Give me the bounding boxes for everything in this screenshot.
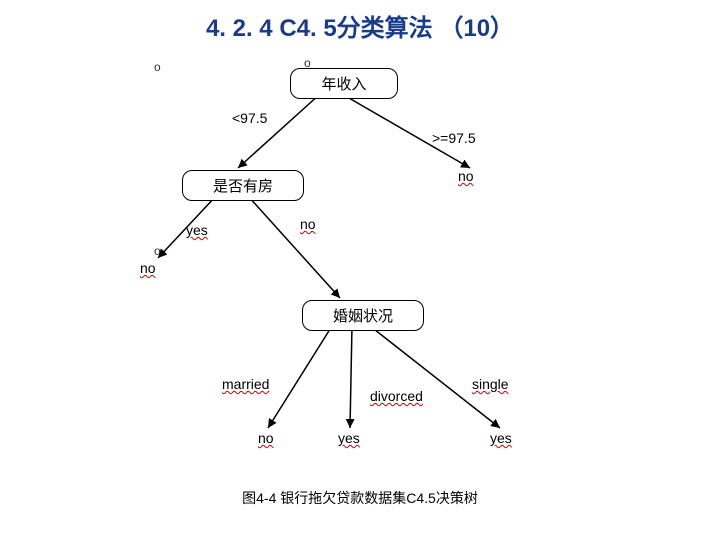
edge-label: yes — [186, 222, 208, 238]
bullet-icon: o — [154, 244, 161, 258]
tree-node: 婚姻状况 — [302, 300, 424, 331]
leaf-label: no — [258, 430, 274, 446]
bullet-icon: o — [154, 60, 161, 74]
leaf-label: no — [458, 168, 474, 184]
tree-edge — [238, 94, 320, 168]
tree-edge — [248, 196, 340, 298]
edge-label: no — [300, 216, 316, 232]
edge-label: married — [222, 376, 269, 392]
leaf-label: yes — [490, 430, 512, 446]
tree-node: 年收入 — [290, 68, 398, 99]
tree-node: 是否有房 — [182, 170, 304, 201]
leaf-label: no — [140, 260, 156, 276]
edge-label: <97.5 — [232, 110, 267, 126]
tree-edge — [268, 326, 332, 428]
page-title: 4. 2. 4 C4. 5分类算法 （10） — [0, 8, 720, 43]
tree-edge — [350, 326, 352, 428]
leaf-label: yes — [338, 430, 360, 446]
edge-label: single — [472, 376, 509, 392]
figure-caption: 图4-4 银行拖欠贷款数据集C4.5决策树 — [0, 488, 720, 508]
edge-label: >=97.5 — [432, 130, 476, 146]
edge-label: divorced — [370, 388, 423, 404]
bullet-icon: o — [304, 56, 311, 70]
